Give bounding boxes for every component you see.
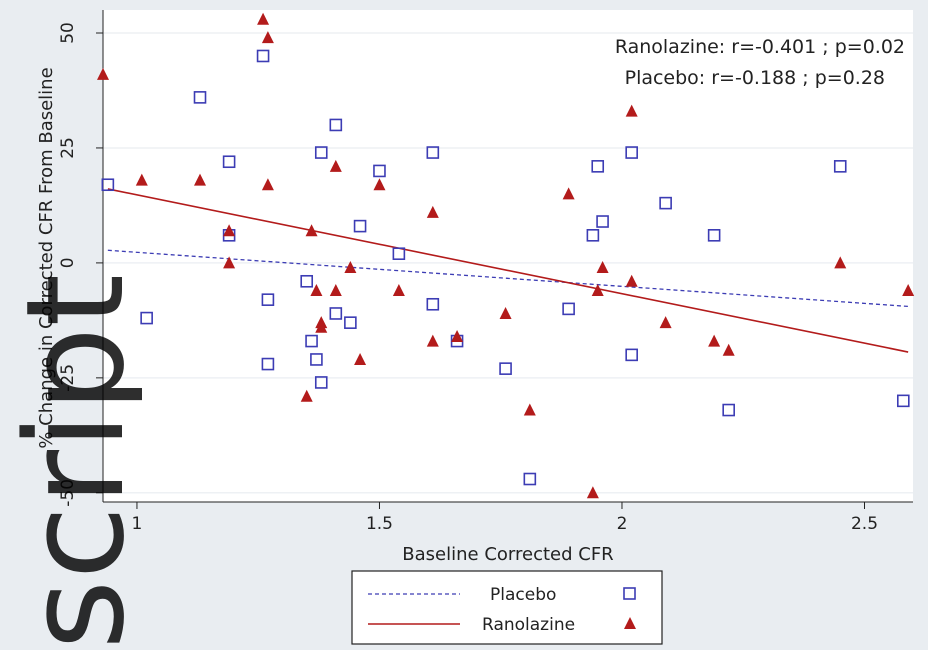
y-axis-title: % Change in Corrected CFR From Baseline: [36, 67, 57, 448]
ranolazine-point: [344, 260, 357, 273]
ranolazine-point: [499, 306, 512, 319]
y-axis: -50 -25 0 25 50: [58, 10, 104, 507]
x-tick-label: 1: [132, 514, 143, 534]
placebo-point: [833, 160, 847, 173]
placebo-point: [625, 146, 638, 159]
legend-box: [351, 570, 663, 645]
placebo-point: [329, 307, 343, 320]
placebo-point: [373, 164, 386, 178]
placebo-point: [596, 215, 609, 228]
x-axis-title: Baseline Corrected CFR: [402, 544, 613, 565]
placebo-point: [193, 91, 207, 104]
placebo-point: [586, 229, 600, 242]
ranolazine-point: [392, 283, 405, 296]
y-tick-label: 0: [58, 257, 78, 268]
ranolazine-fit-line: [107, 188, 909, 353]
placebo-point: [300, 274, 314, 288]
ranolazine-point: [373, 178, 386, 191]
placebo-point: [426, 297, 440, 311]
ranolazine-point: [329, 283, 342, 296]
placebo-point: [256, 49, 270, 63]
ranolazine-point: [426, 205, 439, 218]
placebo-point: [591, 160, 605, 173]
x-tick-label: 2.5: [851, 514, 878, 534]
legend-ranolazine-label: Ranolazine: [482, 615, 575, 635]
ranolazine-point: [310, 283, 323, 296]
legend-ranolazine-marker: [624, 617, 636, 629]
placebo-point: [562, 302, 575, 316]
ranolazine-point: [708, 334, 721, 347]
legend: Placebo Ranolazine: [351, 570, 663, 645]
ranolazine-point: [329, 159, 342, 172]
placebo-point: [305, 334, 318, 348]
placebo-point: [329, 118, 343, 132]
x-axis: 1 1.5 2 2.5: [103, 501, 913, 534]
ranolazine-point: [586, 486, 599, 499]
ranolazine-point: [305, 224, 318, 237]
placebo-point: [261, 357, 275, 371]
placebo-point: [499, 362, 512, 375]
ranolazine-point: [591, 283, 604, 296]
placebo-point: [261, 293, 275, 306]
placebo-point: [344, 316, 357, 329]
grid-lines: [103, 32, 913, 494]
ranolazine-point: [834, 256, 847, 269]
ranolazine-point: [722, 343, 735, 356]
x-tick-label: 1.5: [366, 514, 393, 534]
plot-area: [103, 10, 913, 502]
y-tick-label: -25: [58, 364, 78, 392]
y-tick-label: -50: [58, 479, 78, 507]
legend-placebo-label: Placebo: [490, 585, 556, 605]
annotation-placebo: Placebo: r=-0.188 ; p=0.28: [625, 67, 885, 89]
placebo-point: [722, 403, 735, 417]
ranolazine-point: [902, 283, 915, 296]
ranolazine-point: [223, 224, 236, 237]
placebo-point: [353, 219, 367, 233]
y-tick-label: 25: [58, 137, 78, 159]
x-tick-label: 2: [617, 514, 628, 534]
y-tick-label: 50: [58, 22, 78, 44]
placebo-point: [140, 311, 153, 325]
placebo-point: [314, 376, 328, 389]
ranolazine-point: [659, 316, 672, 329]
ranolazine-point: [451, 329, 464, 342]
placebo-point: [523, 472, 537, 486]
ranolazine-point: [135, 173, 148, 186]
ranolazine-point: [315, 320, 328, 333]
placebo-point: [659, 196, 672, 210]
fit-lines: [107, 188, 909, 353]
placebo-point: [707, 229, 721, 242]
ranolazine-point: [426, 334, 439, 347]
placebo-point: [426, 146, 440, 159]
ranolazine-point: [223, 256, 236, 269]
annotation-ranolazine: Ranolazine: r=-0.401 ; p=0.02: [615, 36, 905, 58]
ranolazine-point: [523, 403, 536, 416]
legend-placebo-marker: [623, 587, 636, 600]
placebo-point: [101, 178, 115, 192]
ranolazine-point: [625, 104, 638, 117]
ranolazine-point: [300, 389, 313, 402]
ranolazine-point: [596, 260, 609, 273]
ranolazine-point: [261, 178, 274, 191]
ranolazine-point: [97, 67, 109, 80]
ranolazine-point: [562, 187, 575, 200]
placebo-point: [896, 394, 910, 408]
ranolazine-point: [257, 12, 270, 25]
data-points: [97, 12, 915, 499]
ranolazine-point: [261, 31, 274, 44]
placebo-point: [222, 155, 236, 169]
placebo-point: [310, 353, 323, 366]
ranolazine-point: [194, 173, 207, 186]
placebo-point: [392, 247, 406, 261]
ranolazine-point: [625, 274, 638, 287]
ranolazine-point: [354, 352, 367, 365]
placebo-fit-line: [107, 249, 909, 308]
placebo-point: [625, 348, 638, 362]
placebo-point: [314, 146, 328, 159]
